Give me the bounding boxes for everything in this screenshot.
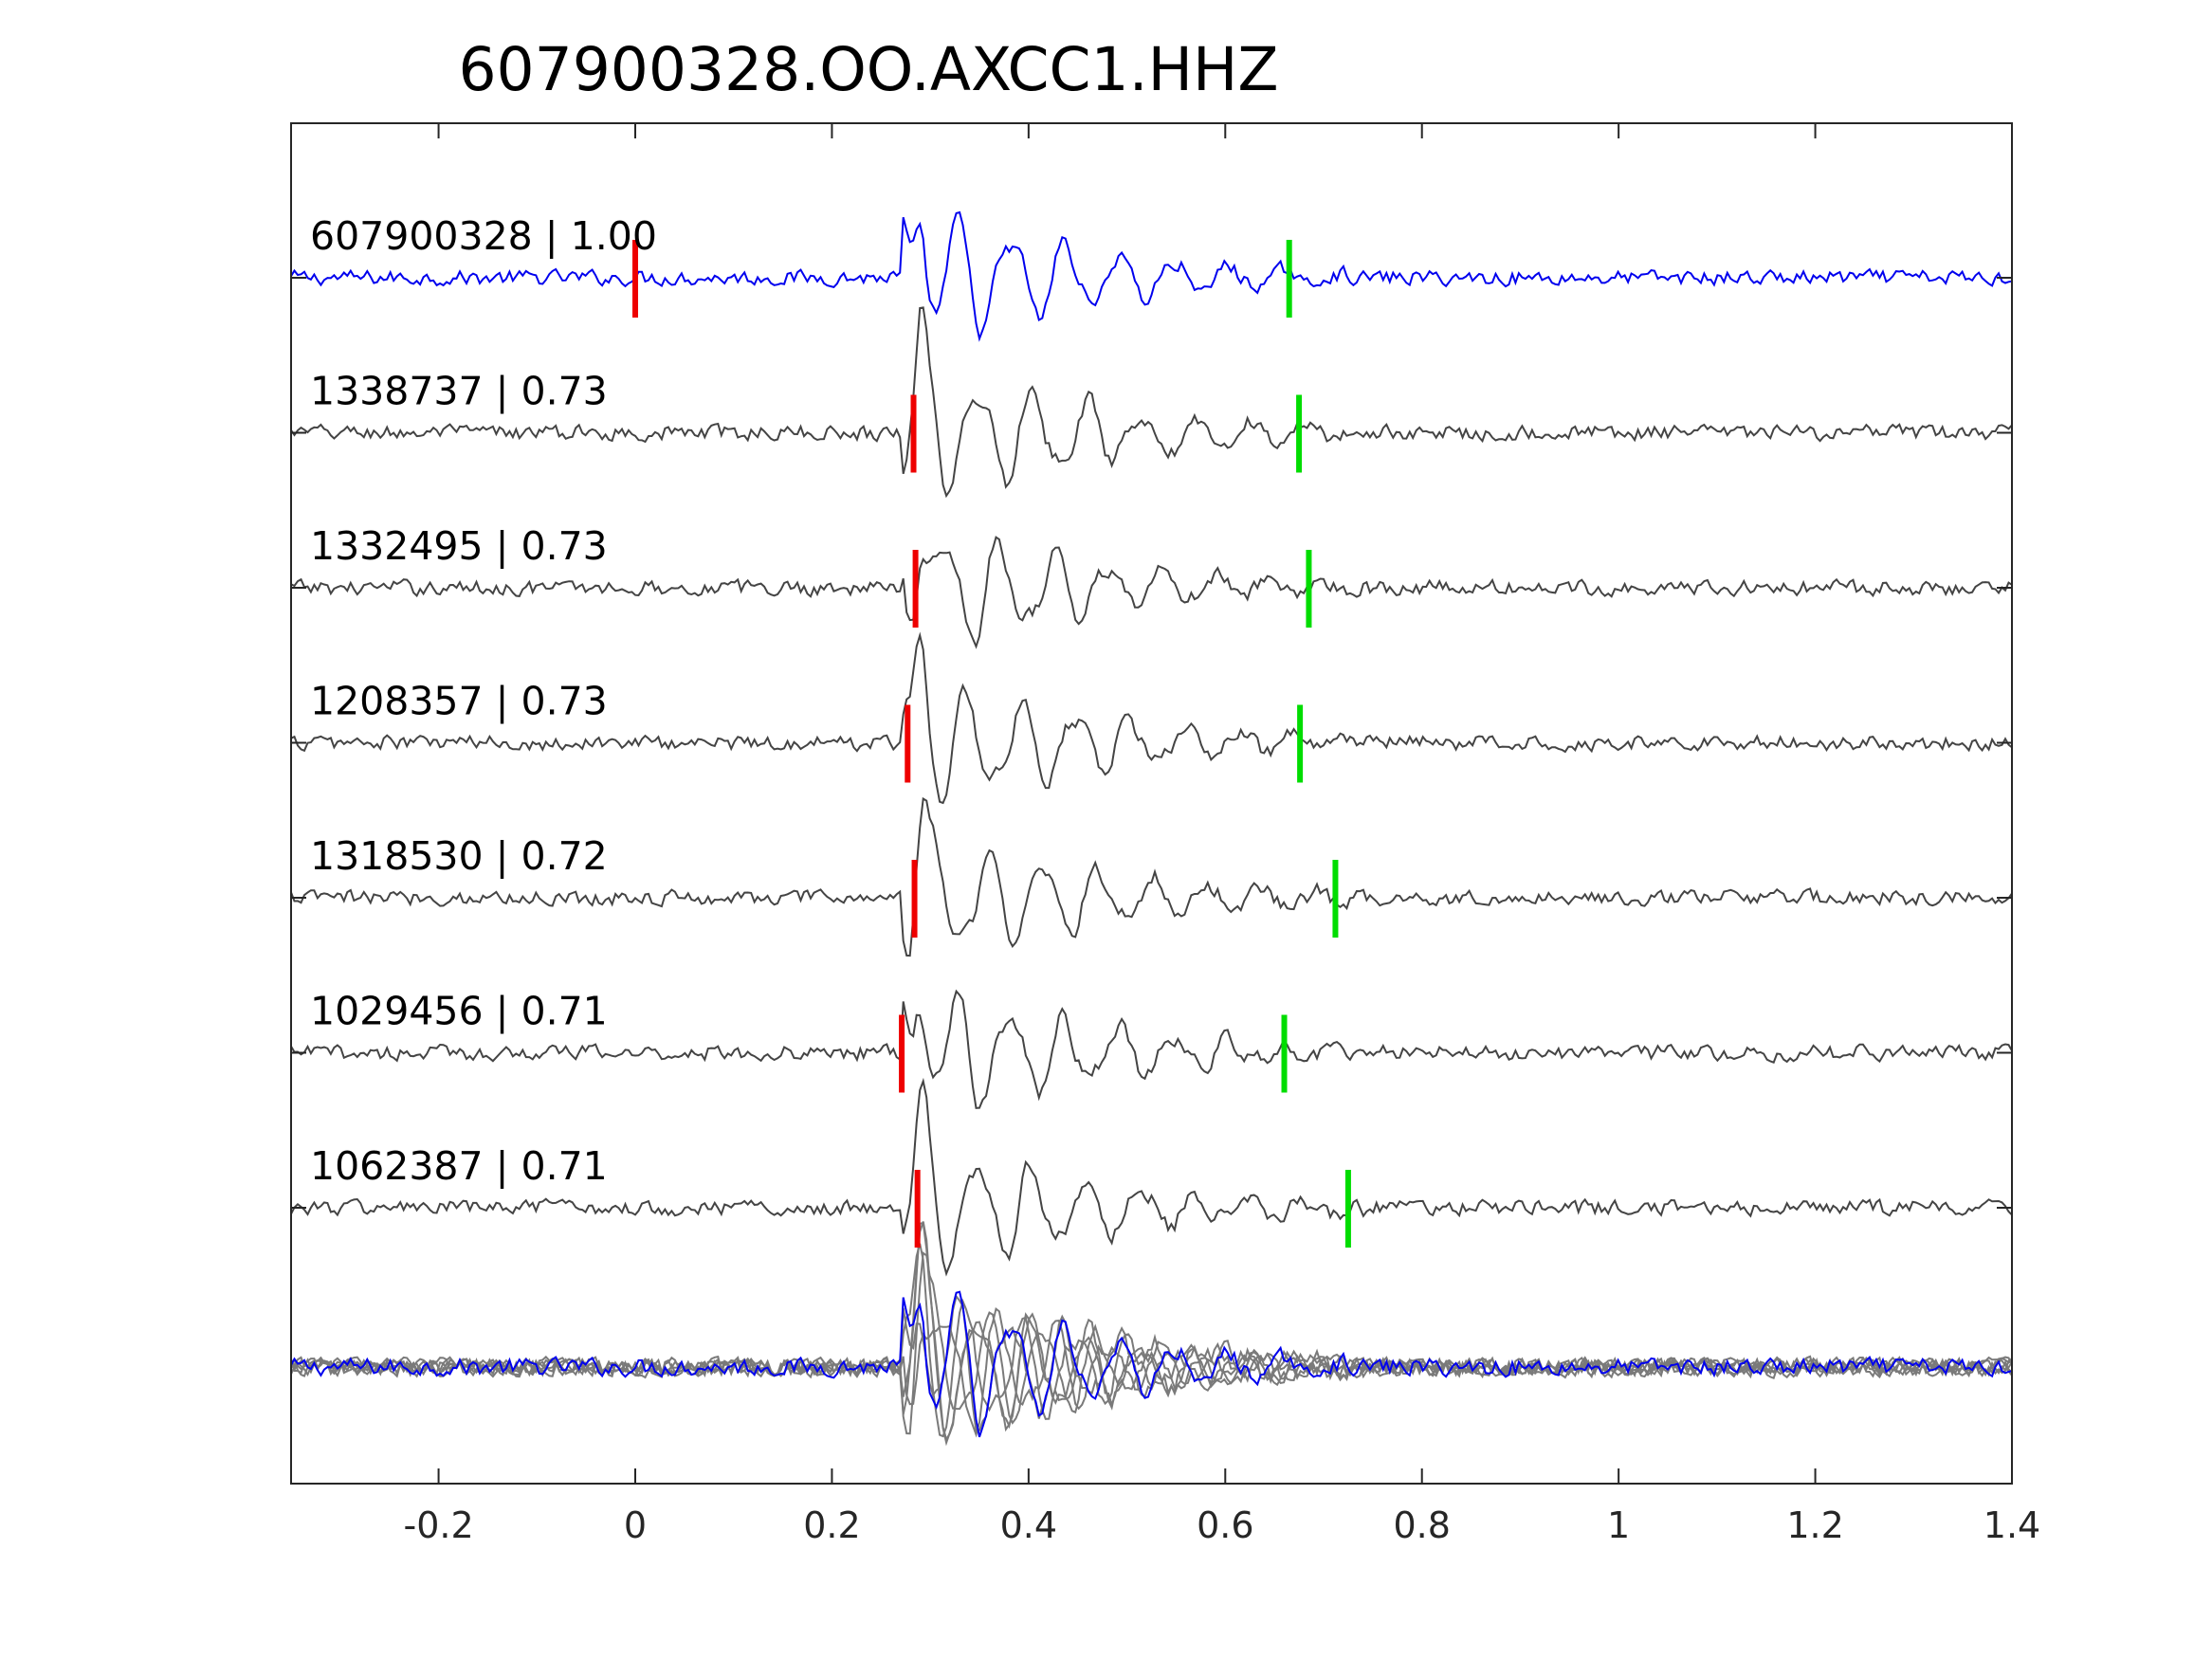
trace-line-1208357: [290, 631, 2013, 805]
overlay-trace-match-2: [290, 1250, 2013, 1435]
x-tick-label: 1.4: [1983, 1504, 2040, 1546]
x-tick-label: -0.2: [403, 1504, 473, 1546]
trace-line-1318530: [290, 796, 2013, 957]
overlay-trace-match-5: [290, 1221, 2013, 1442]
trace-line-1062387: [290, 1077, 2013, 1277]
picks-layer: [632, 240, 1351, 1248]
labels-layer: 607900328 | 1.00 1338737 | 0.73 1332495 | …: [310, 213, 657, 1189]
x-tick-label: 1.2: [1786, 1504, 1843, 1546]
chart-title: 607900328.OO.AXCC1.HHZ: [458, 35, 1278, 104]
x-tick-label: 0.2: [803, 1504, 860, 1546]
trace-label-1208357: 1208357 | 0.73: [310, 679, 608, 724]
x-tick-label: 0.8: [1393, 1504, 1450, 1546]
trace-label-1332495: 1332495 | 0.73: [310, 523, 608, 569]
trace-line-1029456: [290, 989, 2013, 1109]
overlay-trace-match-0: [290, 1221, 2013, 1447]
x-tick-label: 1: [1607, 1504, 1630, 1546]
trace-label-1338737: 1338737 | 0.73: [310, 369, 608, 414]
trace-label-1318530: 1318530 | 0.72: [310, 833, 608, 879]
x-tick-label: 0.6: [1197, 1504, 1253, 1546]
trace-line-1332495: [290, 536, 2013, 649]
trace-label-607900328: 607900328 | 1.00: [310, 213, 657, 259]
trace-line-607900328: [290, 210, 2013, 342]
trace-line-1338737: [290, 306, 2013, 499]
x-tick-label: 0: [624, 1504, 647, 1546]
plot-frame: [290, 122, 2013, 1485]
x-axis: -0.2 0 0.2 0.4 0.6 0.8 1 1.2 1.4: [291, 123, 2040, 1546]
trace-label-1062387: 1062387 | 0.71: [310, 1143, 608, 1189]
traces-layer: [290, 210, 2013, 1277]
overlay-layer: [290, 1221, 2013, 1447]
overlay-trace-match-3: [290, 1243, 2013, 1438]
overlay-trace-template: [290, 1290, 2013, 1438]
x-tick-label: 0.4: [1000, 1504, 1057, 1546]
trace-label-1029456: 1029456 | 0.71: [310, 989, 608, 1034]
